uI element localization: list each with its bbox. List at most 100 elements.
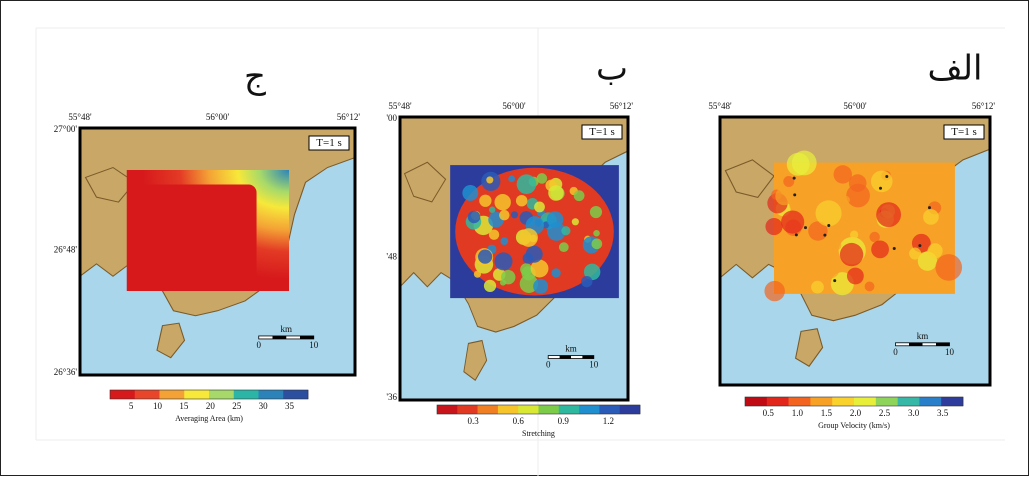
patch [572, 218, 579, 225]
patch [795, 257, 814, 276]
colorbar-label: Averaging Area (km) [175, 414, 243, 423]
station [793, 193, 796, 196]
overlay-core [135, 185, 257, 284]
top-tick-label: 56°00' [502, 101, 526, 111]
top-tick-label: 56°12' [972, 101, 996, 111]
patch [486, 176, 493, 183]
colorbar-tick: 2.0 [850, 408, 862, 418]
colorbar-segment [437, 405, 458, 414]
colorbar-segment [579, 405, 600, 414]
colorbar-segment [810, 397, 832, 406]
patch [822, 261, 839, 278]
patch [462, 185, 478, 201]
colorbar-label: Stretching [522, 429, 555, 438]
colorbar-segment [110, 390, 135, 399]
patch [561, 226, 570, 235]
scale-tick: 0 [893, 347, 898, 357]
colorbar-tick: 10 [153, 401, 163, 411]
patch [928, 243, 943, 258]
patch [533, 279, 548, 294]
colorbar-segment [745, 397, 767, 406]
left-tick-label: '48 [386, 252, 397, 262]
scale-bar-fill [582, 356, 593, 359]
colorbar-segment [539, 405, 560, 414]
scale-bar-fill [300, 336, 314, 339]
patch [519, 228, 538, 247]
patch [834, 165, 852, 183]
patch [559, 242, 569, 252]
scale-tick: 0 [546, 360, 551, 370]
colorbar-segment [789, 397, 811, 406]
colorbar-tick: 0.6 [513, 416, 525, 426]
patch [846, 184, 870, 208]
patch [781, 211, 804, 234]
patch [923, 209, 939, 225]
station [823, 234, 826, 237]
colorbar-tick: 25 [232, 401, 242, 411]
patch [865, 282, 875, 292]
patch [876, 202, 901, 227]
patch [590, 206, 602, 218]
colorbar-tick: 3.5 [937, 408, 949, 418]
patch [500, 237, 508, 245]
colorbar-segment [876, 397, 898, 406]
colorbar-segment [518, 405, 539, 414]
patch [552, 268, 561, 277]
panel-label: ب [596, 49, 628, 89]
station [928, 206, 931, 209]
patch [547, 211, 564, 228]
colorbar-tick: 0.5 [763, 408, 775, 418]
colorbar-tick: 5 [129, 401, 134, 411]
station [795, 233, 798, 236]
period: T=1 s [316, 137, 341, 149]
station [918, 244, 921, 247]
panel-label: الف [927, 49, 982, 89]
patch [901, 200, 910, 209]
scale-tick: 10 [309, 340, 319, 350]
scale-bar-fill [909, 343, 923, 346]
colorbar-tick: 35 [285, 401, 295, 411]
patch [468, 211, 481, 224]
patch [581, 276, 592, 287]
scale-tick: 10 [945, 347, 955, 357]
patch [764, 281, 784, 301]
left-tick-label: 26°48' [54, 245, 78, 255]
patch [489, 207, 495, 213]
scale-tick: 0 [257, 340, 262, 350]
patch [479, 195, 491, 207]
patch [783, 176, 794, 187]
patch [489, 230, 499, 240]
colorbar-segment [160, 390, 185, 399]
colorbar-segment [478, 405, 499, 414]
patch [593, 230, 599, 236]
colorbar-segment [283, 390, 308, 399]
colorbar-tick: 1.0 [792, 408, 804, 418]
colorbar-segment [135, 390, 160, 399]
colorbar-segment [184, 390, 209, 399]
scale-bar-fill [273, 336, 287, 339]
patch [508, 175, 515, 182]
patch [516, 195, 527, 206]
top-tick-label: 56°12' [610, 101, 634, 111]
patch [501, 270, 515, 284]
period: T=1 s [951, 126, 976, 138]
patch [787, 153, 810, 176]
colorbar-segment [234, 390, 259, 399]
scale-bar-fill [936, 343, 950, 346]
station [827, 224, 830, 227]
colorbar-segment [259, 390, 284, 399]
patch [484, 280, 496, 292]
patch [789, 201, 799, 211]
colorbar-segment [599, 405, 620, 414]
patch [935, 254, 962, 281]
colorbar-segment [898, 397, 920, 406]
patch [842, 196, 850, 204]
colorbar-segment [457, 405, 478, 414]
patch [871, 240, 889, 258]
patch [499, 210, 509, 220]
colorbar-segment [498, 405, 519, 414]
patch [478, 250, 492, 264]
patch [517, 174, 537, 194]
colorbar-segment [767, 397, 789, 406]
station [833, 279, 836, 282]
